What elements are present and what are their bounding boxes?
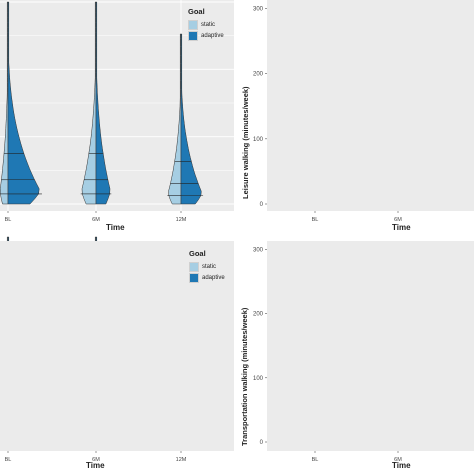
y-tick-label: 100 [253,137,264,143]
y-tick-label: 200 [253,72,264,78]
y-axis-title: Leisure walking (minutes/week) [241,86,250,199]
legend-item-static: static [188,19,224,30]
y-axis-title: Transportation walking (minutes/week) [240,307,249,446]
legend-key-adaptive [189,272,199,283]
legend-label: adaptive [202,274,225,281]
legend-label: static [202,263,217,270]
x-axis-title: Time [392,461,411,470]
x-tick-label: 6M [92,457,100,463]
x-tick-label: 6M [92,217,100,223]
legend-label: adaptive [201,32,224,39]
legend-key-static [188,19,198,30]
x-tick-label: 6M [394,457,402,463]
plot-area [267,241,474,451]
legend-label: static [201,21,216,28]
x-axis-title: Time [106,223,125,232]
y-tick-label: 300 [253,247,264,253]
legend-title: Goal [189,249,206,258]
legend-item-static: static [189,261,225,272]
plot-area [267,0,474,211]
legend-key-adaptive [188,30,198,41]
violin-left-half [168,33,182,205]
x-tick-label: 12M [176,217,187,223]
x-tick-label: 12M [176,457,187,463]
y-tick-label: 200 [253,312,264,318]
legend-item-adaptive: adaptive [188,30,224,41]
y-tick-label: 0 [260,202,264,208]
legend-key-static [189,261,199,272]
x-tick-label: BL [5,217,12,223]
y-tick-label: 300 [253,7,264,13]
y-tick-label: 0 [260,440,264,446]
violin-right-half [180,33,202,205]
x-tick-label: BL [312,457,319,463]
x-tick-label: BL [5,457,12,463]
x-tick-label: BL [312,217,319,223]
legend: Goal static adaptive [189,249,225,283]
legend-title: Goal [188,7,205,16]
legend-item-adaptive: adaptive [189,272,225,283]
y-tick-label: 100 [253,376,264,382]
x-axis-title: Time [86,461,105,470]
x-tick-label: 6M [394,217,402,223]
x-axis-title: Time [392,223,411,232]
legend: Goal static adaptive [188,7,224,41]
